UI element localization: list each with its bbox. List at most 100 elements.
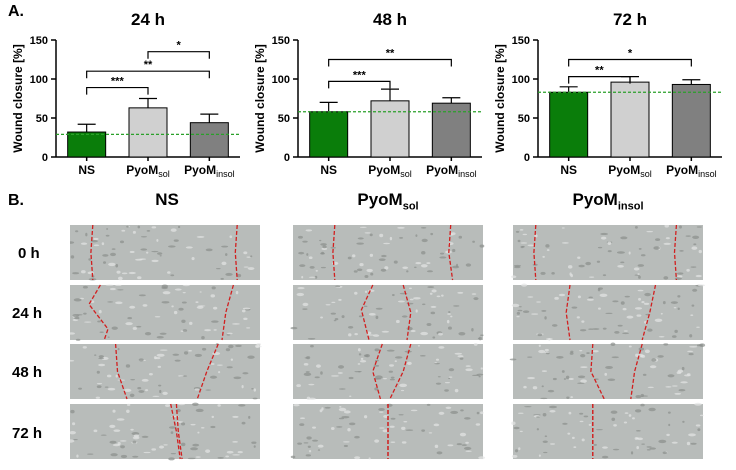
y-tick-label: 0 — [42, 152, 48, 164]
cell-speck — [247, 355, 255, 359]
cell-speck — [433, 423, 440, 427]
cell-speck — [635, 353, 639, 357]
cell-speck — [308, 397, 316, 400]
cell-speck — [303, 363, 309, 366]
cell-speck — [599, 293, 608, 298]
cell-speck — [430, 232, 434, 236]
cell-speck — [380, 268, 387, 272]
cell-speck — [534, 234, 538, 238]
bar — [671, 83, 711, 158]
cell-speck — [210, 363, 215, 365]
micro-col-head-sub: insol — [617, 200, 644, 213]
cell-speck — [690, 266, 697, 268]
cell-speck — [129, 305, 136, 309]
cell-speck — [110, 453, 118, 457]
wound-edge-line — [565, 284, 571, 341]
cell-speck — [75, 338, 81, 341]
cell-speck — [439, 252, 445, 255]
cell-speck — [549, 410, 556, 413]
cell-speck — [527, 244, 535, 247]
significance-label: ** — [144, 59, 153, 71]
micro-row-label-24h: 24 h — [12, 305, 43, 322]
cell-speck — [72, 272, 80, 275]
cell-speck — [600, 232, 609, 236]
cell-speck — [310, 344, 314, 348]
cell-speck — [235, 344, 242, 348]
cell-speck — [465, 450, 472, 452]
cell-speck — [115, 263, 119, 268]
cell-speck — [537, 333, 543, 337]
cell-speck — [70, 359, 75, 362]
cell-speck — [76, 454, 79, 458]
cell-speck — [235, 290, 239, 295]
wound-edge-line — [221, 284, 235, 341]
cell-speck — [303, 372, 312, 376]
cell-speck — [302, 302, 309, 307]
cell-speck — [70, 332, 76, 335]
cell-speck — [546, 249, 550, 252]
cell-speck — [90, 300, 95, 303]
y-tick-label: 100 — [272, 74, 290, 86]
cell-speck — [592, 350, 599, 353]
wound-edge-line — [88, 284, 109, 341]
cell-speck — [348, 333, 352, 337]
cell-speck — [146, 230, 151, 232]
cell-speck — [99, 331, 104, 334]
cell-speck — [159, 255, 162, 257]
cell-speck — [131, 432, 140, 435]
cell-speck — [420, 264, 428, 268]
cell-speck — [94, 354, 97, 356]
cell-speck — [633, 267, 640, 271]
cell-speck — [192, 443, 200, 447]
cell-speck — [597, 307, 601, 310]
cell-speck — [109, 287, 116, 291]
cell-speck — [303, 442, 309, 444]
cell-speck — [317, 444, 324, 448]
cell-speck — [454, 352, 463, 355]
cell-speck — [510, 275, 517, 279]
cell-speck — [227, 332, 233, 335]
cell-speck — [211, 286, 216, 290]
cell-speck — [589, 276, 595, 278]
cell-speck — [354, 333, 358, 336]
wound-edge-line — [673, 225, 678, 281]
cell-speck — [455, 263, 459, 268]
cell-speck — [413, 266, 417, 269]
cell-speck — [624, 295, 630, 298]
cell-speck — [562, 422, 568, 425]
cell-speck — [298, 251, 305, 255]
cell-speck — [671, 335, 677, 338]
cell-speck — [232, 415, 239, 418]
x-tick-label-main: PyoM — [666, 163, 698, 177]
cell-speck — [379, 233, 384, 238]
cell-speck — [405, 429, 414, 431]
micro-row-label-48h: 48 h — [12, 364, 43, 381]
cell-speck — [511, 454, 518, 458]
cell-speck — [364, 290, 368, 294]
cell-speck — [125, 364, 131, 368]
cell-speck — [194, 388, 200, 391]
cell-speck — [320, 316, 323, 319]
cell-speck — [513, 264, 521, 267]
micro-col-head-main: NS — [155, 190, 179, 209]
wound-edge-line — [402, 284, 412, 341]
cell-speck — [586, 352, 590, 355]
cell-speck — [410, 329, 416, 333]
cell-speck — [98, 357, 105, 360]
cell-speck — [577, 382, 585, 384]
cell-speck — [667, 411, 671, 414]
cell-speck — [435, 382, 442, 385]
cell-speck — [140, 248, 148, 251]
bar — [128, 107, 168, 158]
cell-speck — [514, 266, 521, 269]
cell-speck — [671, 441, 678, 444]
chart-title: 72 h — [613, 10, 647, 29]
cell-speck — [437, 376, 441, 378]
cell-speck — [337, 365, 345, 369]
cell-speck — [115, 374, 118, 378]
cell-speck — [397, 226, 405, 229]
cell-speck — [644, 292, 651, 297]
cell-speck — [521, 283, 528, 287]
cell-speck — [664, 225, 669, 228]
cell-speck — [189, 321, 193, 325]
